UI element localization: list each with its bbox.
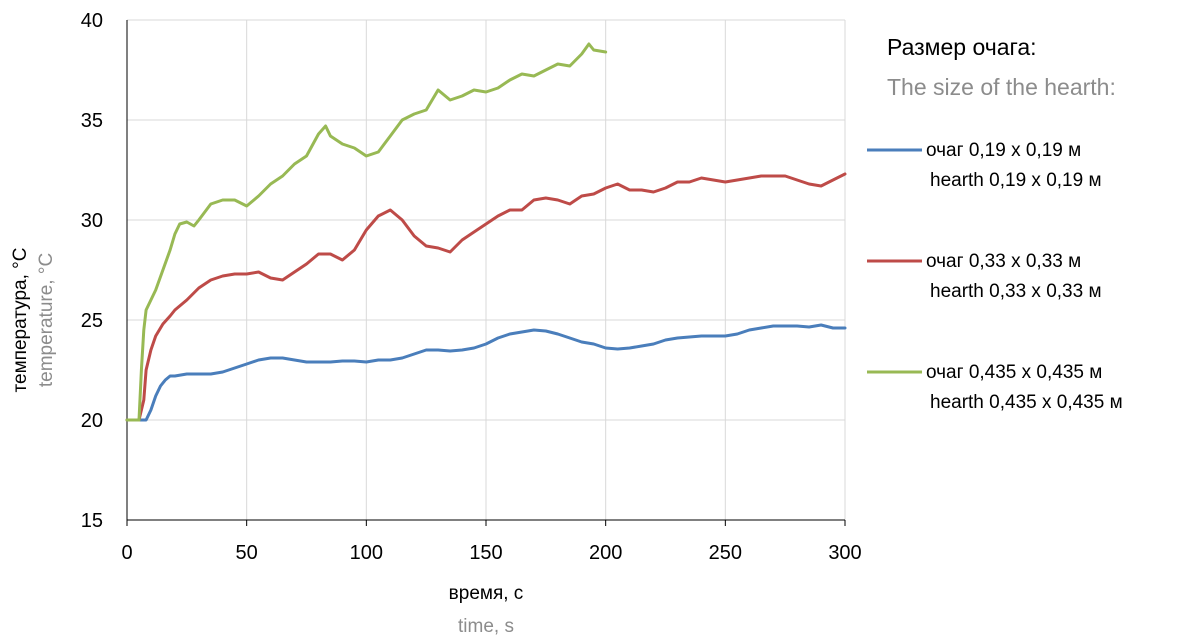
y-tick-label: 30 <box>81 210 103 232</box>
legend-label-1: очаг 0,19 х 0,19 м <box>926 140 1081 161</box>
legend-label-3: очаг 0,435 х 0,435 м <box>926 362 1102 383</box>
x-tick-label: 200 <box>589 542 622 564</box>
y-tick-label: 25 <box>81 310 103 332</box>
legend-title: Размер очага: <box>887 34 1037 60</box>
legend-subtitle: The size of the hearth: <box>887 74 1116 100</box>
x-axis-label: время, с <box>449 583 524 604</box>
series-line-2 <box>125 172 847 422</box>
x-tick-label: 0 <box>121 542 132 564</box>
series-line-1 <box>125 323 847 422</box>
y-tick-label: 35 <box>81 110 103 132</box>
legend-label-en-1: hearth 0,19 х 0,19 м <box>930 170 1102 191</box>
y-tick-label: 20 <box>81 410 103 432</box>
x-tick-label: 150 <box>469 542 502 564</box>
grid <box>127 19 846 520</box>
y-tick-label: 40 <box>81 10 103 32</box>
x-tick-label: 300 <box>828 542 861 564</box>
x-axis-label-en: time, s <box>458 616 514 637</box>
legend: Размер очага: The size of the hearth: оч… <box>867 34 1123 413</box>
x-tick-label: 100 <box>350 542 383 564</box>
x-axis-title: время, с time, s <box>449 583 524 637</box>
y-tick-label: 15 <box>81 510 103 532</box>
series-line-3 <box>125 42 608 422</box>
legend-label-en-2: hearth 0,33 х 0,33 м <box>930 281 1102 302</box>
x-tick-label: 250 <box>709 542 742 564</box>
y-axis-label: температура, °C <box>10 248 31 393</box>
axes: 15 20 25 30 35 40 0 50 100 150 200 250 300 <box>81 10 862 564</box>
x-tick-label: 50 <box>236 542 258 564</box>
legend-label-2: очаг 0,33 х 0,33 м <box>926 251 1081 272</box>
y-axis-label-en: temperature, °C <box>36 253 57 387</box>
y-axis-title: температура, °C temperature, °C <box>10 248 57 393</box>
series-group <box>125 42 847 422</box>
legend-label-en-3: hearth 0,435 х 0,435 м <box>930 392 1123 413</box>
